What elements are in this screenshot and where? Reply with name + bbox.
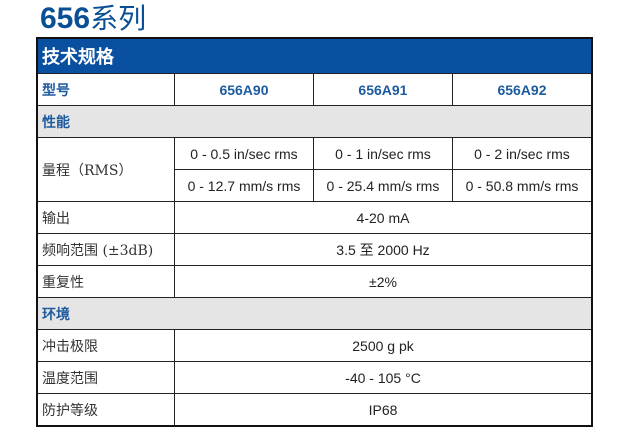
model-cell: 656A91 — [312, 73, 453, 106]
spec-row: 输出 4-20 mA — [36, 201, 593, 234]
spec-row: 重复性 ±2% — [36, 265, 593, 298]
spec-label: 频响范围 (±3dB) — [36, 233, 175, 266]
range-cell: 0 - 2 in/sec rms — [451, 137, 593, 170]
spec-value: 3.5 至 2000 Hz — [174, 233, 593, 266]
model-cell: 656A90 — [174, 73, 314, 106]
section-title: 性能 — [36, 105, 593, 138]
spec-row: 温度范围 -40 - 105 °C — [36, 361, 593, 394]
spec-value: ±2% — [174, 265, 593, 298]
table-header-row: 技术规格 — [36, 37, 593, 74]
table-header: 技术规格 — [36, 37, 593, 74]
spec-label: 温度范围 — [36, 361, 175, 394]
spec-label: 防护等级 — [36, 393, 175, 427]
range-cell: 0 - 25.4 mm/s rms — [312, 169, 453, 202]
range-cell: 0 - 0.5 in/sec rms — [174, 137, 314, 170]
spec-value: -40 - 105 °C — [174, 361, 593, 394]
spec-table: 技术规格 型号 656A90 656A91 656A92 性能 量程（RMS） … — [36, 37, 593, 427]
series-suffix: 系列 — [90, 2, 147, 35]
section-row: 性能 — [36, 105, 593, 138]
range-cell: 0 - 1 in/sec rms — [312, 137, 453, 170]
spec-value: 4-20 mA — [174, 201, 593, 234]
spec-label: 冲击极限 — [36, 329, 175, 362]
page-title: 656系列 — [40, 2, 146, 36]
range-row-imperial: 量程（RMS） 0 - 0.5 in/sec rms 0 - 1 in/sec … — [36, 137, 593, 202]
spec-row: 冲击极限 2500 g pk — [36, 329, 593, 362]
model-label: 型号 — [36, 73, 175, 106]
section-title: 环境 — [36, 297, 593, 330]
range-row-metric: 0 - 12.7 mm/s rms 0 - 25.4 mm/s rms 0 - … — [37, 169, 593, 202]
spec-value: 2500 g pk — [174, 329, 593, 362]
range-label: 量程（RMS） — [36, 137, 175, 202]
spec-label: 输出 — [36, 201, 175, 234]
spec-label: 重复性 — [36, 265, 175, 298]
model-cell: 656A92 — [451, 73, 593, 106]
range-cell: 0 - 50.8 mm/s rms — [451, 169, 593, 202]
range-cell: 0 - 12.7 mm/s rms — [174, 169, 314, 202]
series-number: 656 — [40, 2, 91, 35]
section-row: 环境 — [36, 297, 593, 330]
model-row: 型号 656A90 656A91 656A92 — [36, 73, 593, 106]
spec-row: 频响范围 (±3dB) 3.5 至 2000 Hz — [36, 233, 593, 266]
spec-row: 防护等级 IP68 — [36, 393, 593, 427]
spec-value: IP68 — [174, 393, 593, 427]
